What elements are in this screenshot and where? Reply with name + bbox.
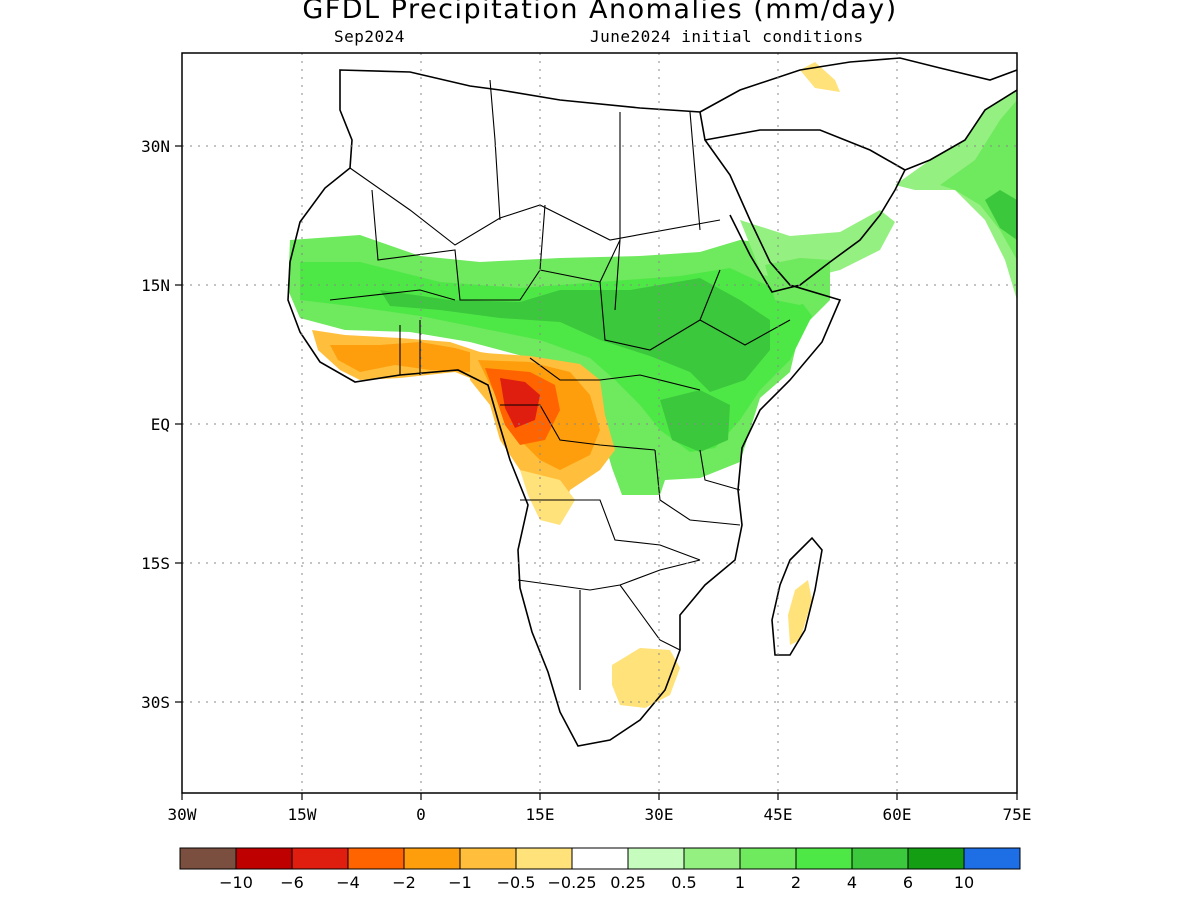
colorbar-label: −0.5	[497, 873, 536, 892]
map-title: GFDL Precipitation Anomalies (mm/day)	[302, 0, 898, 25]
map-plot-area	[287, 57, 1017, 747]
colorbar-label: 0.5	[671, 873, 696, 892]
country-borders	[329, 79, 791, 690]
colorbar-swatch	[403, 847, 461, 870]
colorbar-label: 0.25	[610, 873, 646, 892]
colorbar-swatch	[851, 847, 909, 870]
colorbar-swatch	[739, 847, 797, 870]
map-frame	[181, 52, 1018, 794]
dry-anomaly-madagascar	[788, 580, 812, 645]
colorbar-swatch	[627, 847, 685, 870]
colorbar-label: 4	[847, 873, 857, 892]
colorbar: −10 −6 −4 −2 −1 −0.5 −0.25 0.25 0.5 1 2 4 6 10	[179, 847, 1021, 892]
longitude-labels: 30W 15W 0 15E 30E 45E 60E 75E	[168, 805, 1032, 824]
colorbar-swatch	[347, 847, 405, 870]
lat-tick-label: 15N	[141, 276, 170, 295]
colorbar-swatch	[459, 847, 517, 870]
axis-ticks	[175, 145, 1018, 800]
colorbar-swatch	[907, 847, 965, 870]
colorbar-swatch	[179, 847, 237, 870]
lon-tick-label: 15W	[288, 805, 317, 824]
colorbar-label: 6	[903, 873, 913, 892]
initial-conditions: June2024 initial conditions	[590, 27, 864, 46]
lon-tick-label: 15E	[526, 805, 555, 824]
colorbar-label: 10	[954, 873, 974, 892]
wet-anomaly-lakes	[660, 390, 730, 452]
colorbar-label: −6	[280, 873, 304, 892]
dry-anomaly-cameroon-max	[500, 378, 540, 428]
lon-tick-label: 45E	[764, 805, 793, 824]
colorbar-label: −4	[336, 873, 360, 892]
colorbar-label: −2	[392, 873, 416, 892]
map-gridlines	[182, 53, 1017, 793]
colorbar-swatch	[963, 847, 1021, 870]
colorbar-label: −10	[219, 873, 253, 892]
colorbar-label: 1	[735, 873, 745, 892]
dry-anomaly-west-coast-core	[330, 342, 490, 372]
lon-tick-label: 30W	[168, 805, 197, 824]
lat-tick-label: 30S	[141, 693, 170, 712]
wet-anomaly-arabia	[765, 258, 830, 305]
colorbar-label: −0.25	[547, 873, 596, 892]
dry-anomaly-angola	[520, 470, 575, 525]
colorbar-swatch	[515, 847, 573, 870]
lat-tick-label: 15S	[141, 554, 170, 573]
lon-tick-label: 75E	[1003, 805, 1032, 824]
colorbar-swatch	[683, 847, 741, 870]
colorbar-label: 2	[791, 873, 801, 892]
coastlines	[287, 57, 1017, 747]
colorbar-swatch	[795, 847, 853, 870]
lat-tick-label: EQ	[151, 415, 170, 434]
lon-tick-label: 0	[416, 805, 426, 824]
lat-tick-label: 30N	[141, 137, 170, 156]
wet-anomaly-india-max	[985, 190, 1017, 240]
lon-tick-label: 30E	[645, 805, 674, 824]
wet-anomaly-sahel-max	[380, 278, 770, 392]
colorbar-label: −1	[448, 873, 472, 892]
colorbar-swatch	[235, 847, 293, 870]
forecast-month: Sep2024	[334, 27, 405, 46]
dry-anomaly-north-coast	[800, 62, 840, 92]
colorbar-swatch	[571, 847, 629, 870]
lon-tick-label: 60E	[883, 805, 912, 824]
colorbar-swatch	[291, 847, 349, 870]
latitude-labels: 30N 15N EQ 15S 30S	[141, 137, 170, 712]
